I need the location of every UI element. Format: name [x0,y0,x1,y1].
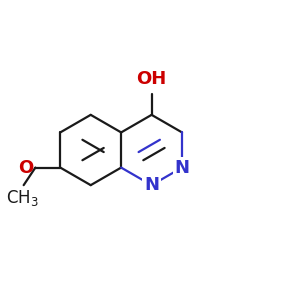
Text: N: N [175,159,190,177]
Text: OH: OH [136,70,167,88]
Text: O: O [18,159,33,177]
Text: N: N [144,176,159,194]
Text: CH$_3$: CH$_3$ [6,188,39,208]
